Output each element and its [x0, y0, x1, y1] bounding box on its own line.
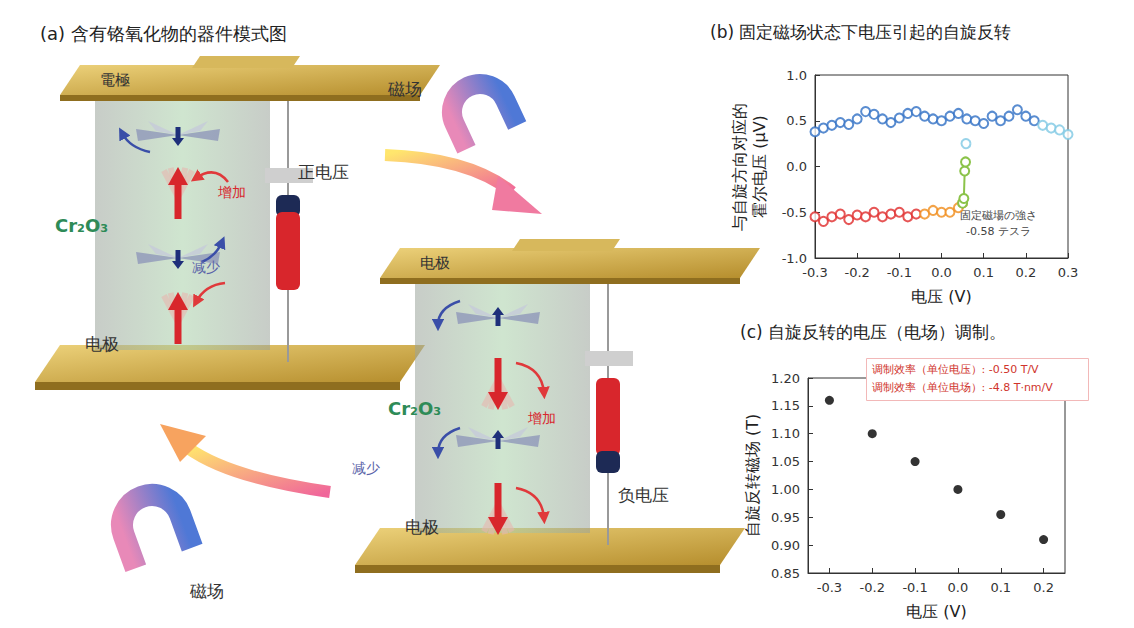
svg-text:電極: 電極 [100, 71, 130, 89]
svg-text:霍尔电压 (μV): 霍尔电压 (μV) [750, 115, 769, 218]
svg-text:与自旋方向对应的: 与自旋方向对应的 [730, 103, 749, 231]
svg-text:-0.3: -0.3 [802, 265, 827, 280]
svg-text:0.1: 0.1 [990, 580, 1011, 595]
svg-text:-0.1: -0.1 [887, 265, 912, 280]
svg-text:1.20: 1.20 [771, 371, 800, 386]
svg-text:电极: 电极 [85, 334, 119, 354]
svg-text:自旋反转磁场 (T): 自旋反转磁场 (T) [743, 414, 762, 537]
svg-text:-0.2: -0.2 [844, 265, 869, 280]
svg-text:负电压: 负电压 [618, 485, 669, 505]
svg-text:调制效率（单位电压）: -0.50 T/V: 调制效率（单位电压）: -0.50 T/V [872, 363, 1040, 376]
svg-text:调制效率（单位电场）: -4.8 T·nm/V: 调制效率（单位电场）: -4.8 T·nm/V [872, 381, 1054, 394]
svg-text:-0.58 テスラ: -0.58 テスラ [966, 225, 1031, 238]
svg-text:磁场: 磁场 [387, 79, 422, 99]
svg-text:Cr₂O₃: Cr₂O₃ [55, 215, 108, 236]
svg-text:减少: 减少 [352, 460, 380, 476]
svg-text:0.2: 0.2 [1015, 265, 1036, 280]
svg-text:0.90: 0.90 [771, 538, 800, 553]
svg-text:0.3: 0.3 [1058, 265, 1079, 280]
svg-text:1.10: 1.10 [771, 426, 800, 441]
svg-text:0.95: 0.95 [771, 510, 800, 525]
svg-text:(a) 含有铬氧化物的器件模式图: (a) 含有铬氧化物的器件模式图 [40, 23, 287, 44]
svg-text:减少: 减少 [192, 259, 220, 275]
svg-text:正电压: 正电压 [298, 162, 349, 182]
svg-text:(b) 固定磁场状态下电压引起的自旋反转: (b) 固定磁场状态下电压引起的自旋反转 [710, 22, 1011, 42]
svg-text:0.5: 0.5 [786, 113, 807, 128]
svg-text:电压 (V): 电压 (V) [911, 287, 972, 306]
svg-text:-0.3: -0.3 [817, 580, 842, 595]
svg-text:-0.1: -0.1 [902, 580, 927, 595]
svg-text:-1.0: -1.0 [782, 251, 807, 266]
svg-text:电压 (V): 电压 (V) [906, 602, 967, 621]
svg-text:1.15: 1.15 [771, 398, 800, 413]
svg-text:增加: 增加 [217, 184, 246, 200]
svg-text:-0.5: -0.5 [782, 205, 807, 220]
svg-text:1.05: 1.05 [771, 454, 800, 469]
svg-text:固定磁場の強さ: 固定磁場の強さ [960, 209, 1037, 222]
svg-text:-0.2: -0.2 [860, 580, 885, 595]
svg-text:0.1: 0.1 [973, 265, 994, 280]
svg-text:1.00: 1.00 [771, 482, 800, 497]
svg-text:(c) 自旋反转的电压（电场）调制。: (c) 自旋反转的电压（电场）调制。 [740, 322, 1006, 342]
svg-text:0.0: 0.0 [786, 159, 807, 174]
svg-text:磁场: 磁场 [189, 581, 224, 601]
svg-text:电极: 电极 [420, 254, 450, 272]
svg-text:1.0: 1.0 [786, 68, 807, 83]
svg-text:0.0: 0.0 [931, 265, 952, 280]
svg-text:Cr₂O₃: Cr₂O₃ [388, 398, 441, 419]
svg-text:0.85: 0.85 [771, 566, 800, 581]
svg-text:电极: 电极 [405, 517, 439, 537]
svg-text:0.2: 0.2 [1033, 580, 1054, 595]
svg-text:增加: 增加 [527, 410, 556, 426]
svg-text:0.0: 0.0 [948, 580, 969, 595]
